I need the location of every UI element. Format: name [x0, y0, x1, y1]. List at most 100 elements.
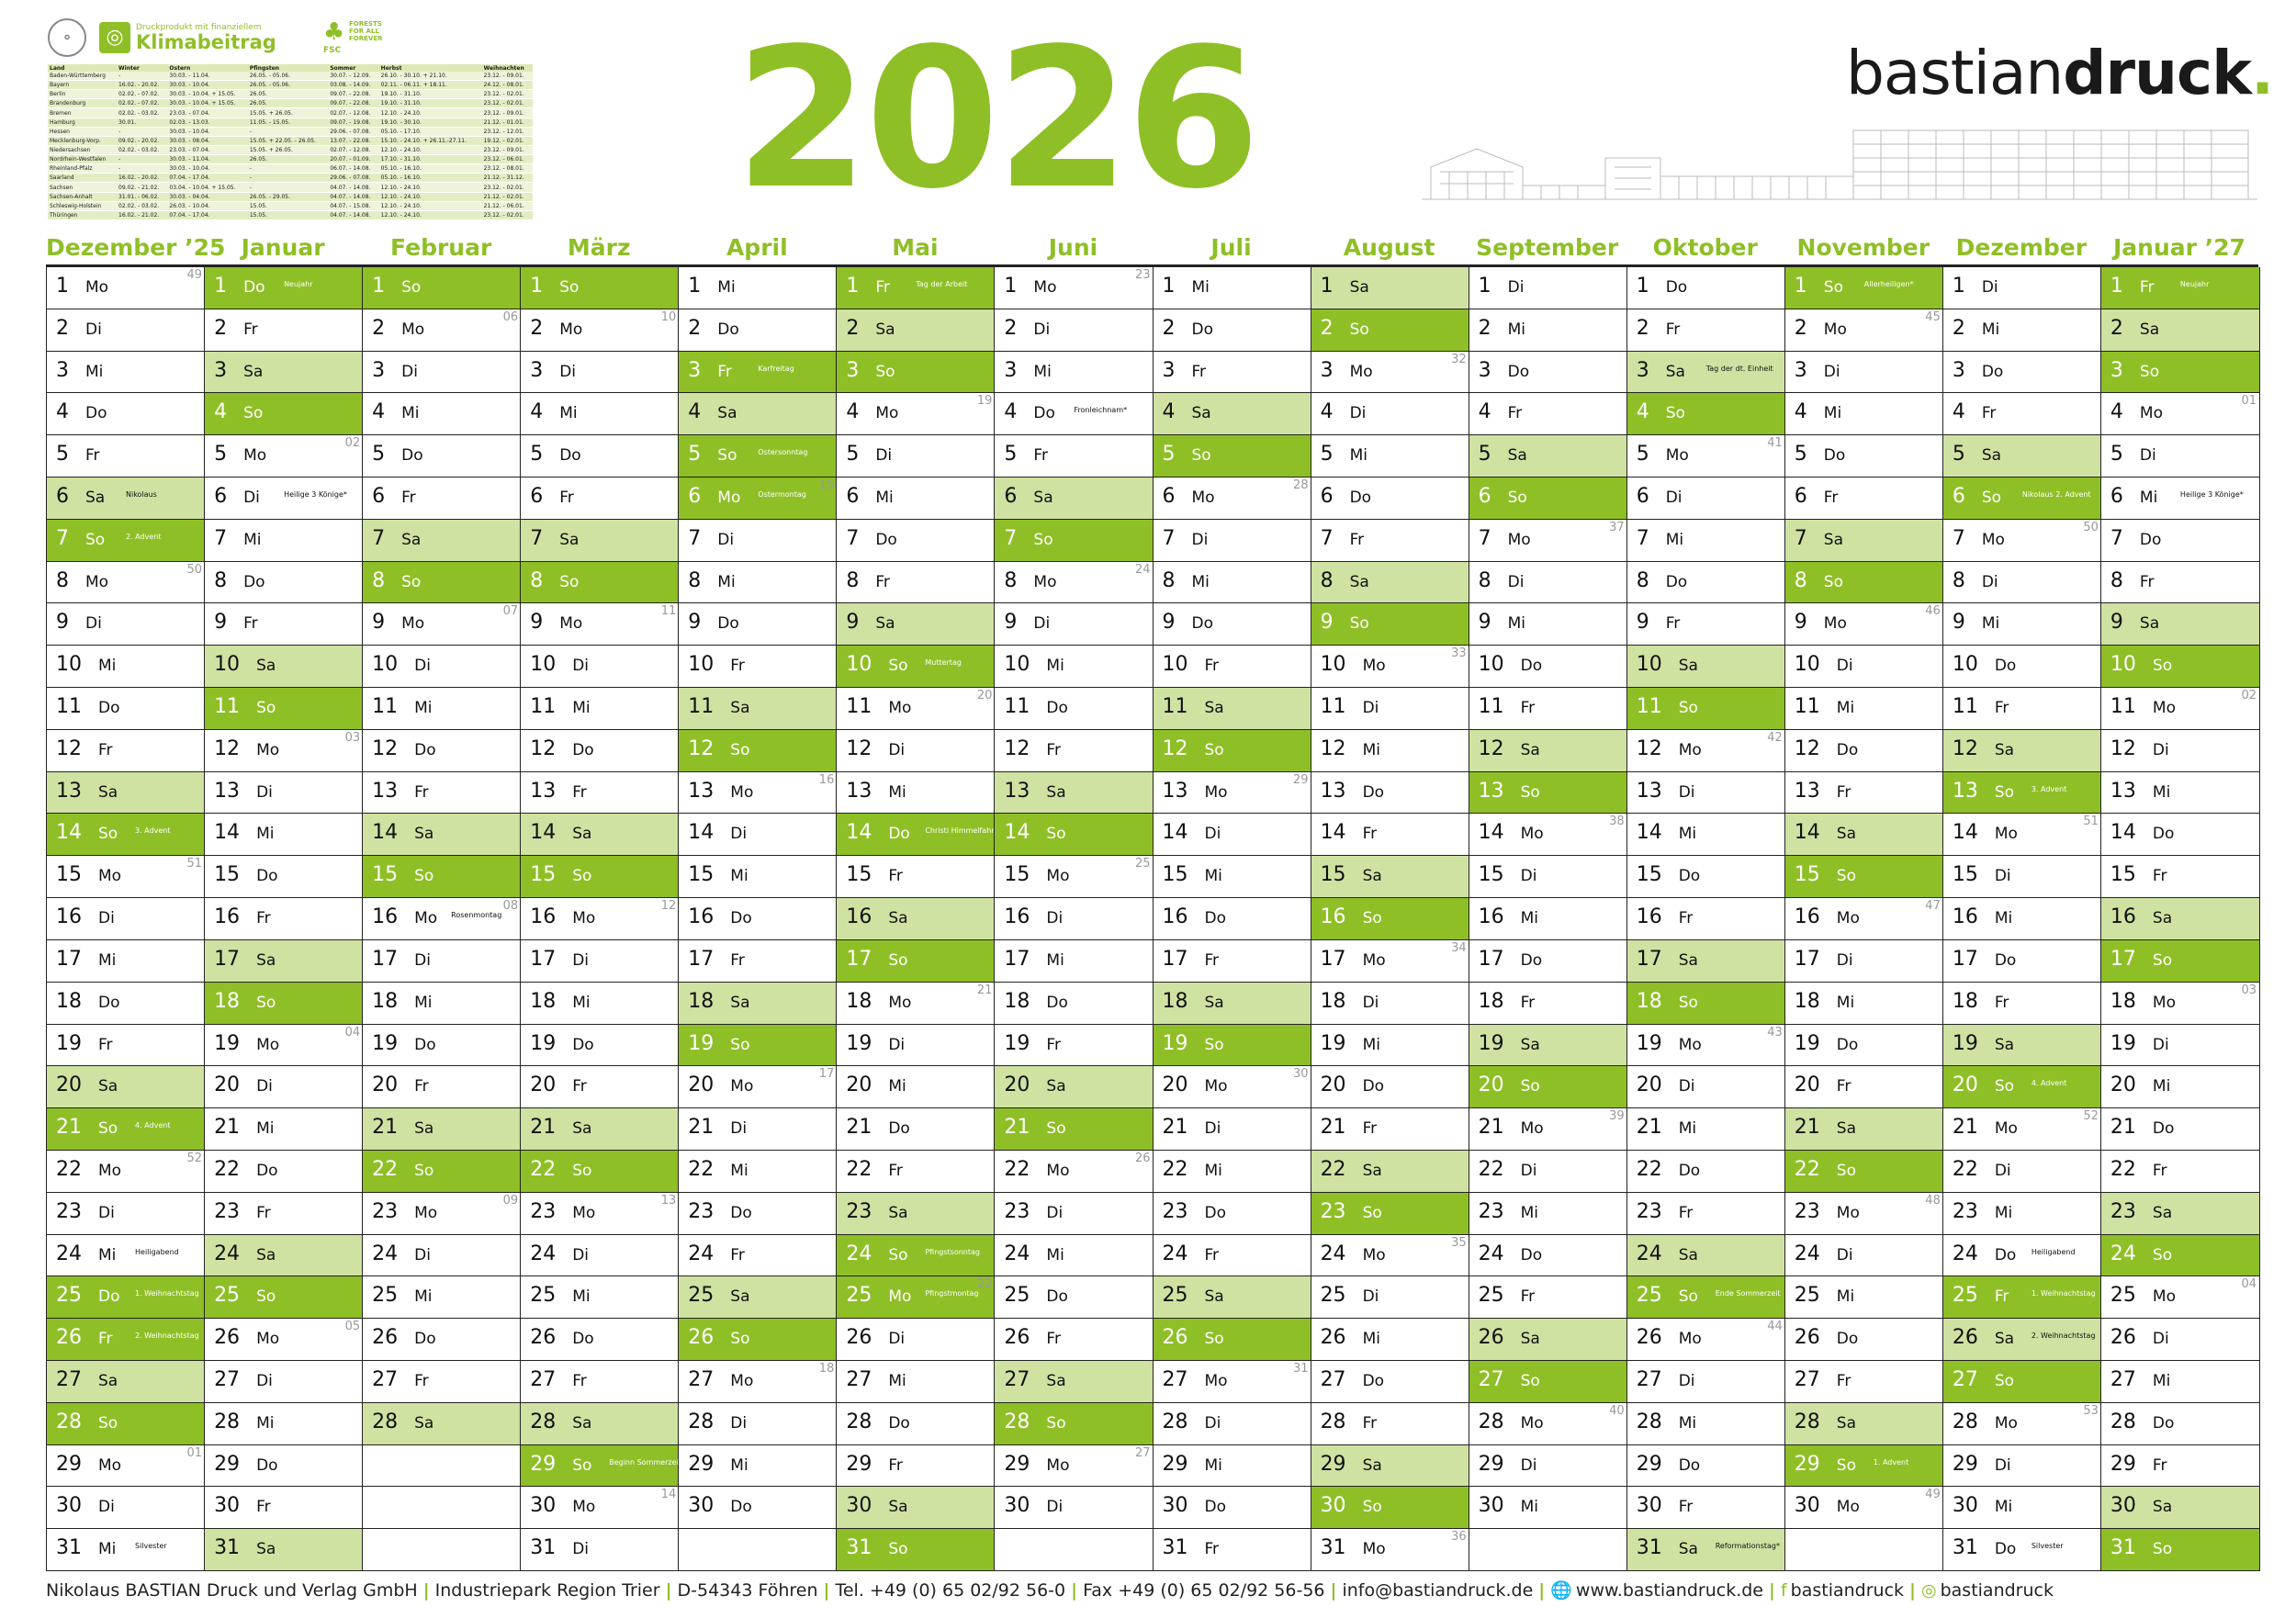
holidays-cell: 26.05. — [247, 89, 329, 100]
day-number: 25 — [1952, 1284, 1978, 1308]
weekday-label: Di — [730, 825, 748, 844]
day-cell: 11 Fr — [1469, 688, 1627, 730]
weekday-label: Mo — [1520, 1413, 1544, 1433]
day-number: 1 — [214, 275, 228, 298]
day-number: 22 — [2110, 1157, 2136, 1181]
weekday-label: Sa — [1033, 489, 1053, 508]
day-cell: 14 Mi — [1626, 814, 1785, 857]
weekday-label: So — [1678, 993, 1698, 1012]
weekday-label: Mo — [1836, 1498, 1860, 1517]
day-cell: 22 Di — [1942, 1151, 2101, 1193]
day-cell: 8 Mi — [1153, 562, 1311, 604]
footer-instagram[interactable]: bastiandruck — [1940, 1580, 2054, 1601]
day-number: 9 — [1004, 611, 1018, 635]
footer-email[interactable]: info@bastiandruck.de — [1342, 1580, 1534, 1601]
day-cell: 3 Sa Tag der dt. Einheit — [1626, 351, 1785, 394]
holidays-cell: Schleswig-Holstein — [48, 201, 118, 211]
day-cell: 6 Di Heilige 3 Könige* — [205, 478, 364, 520]
day-cell: 30 Mi — [1469, 1487, 1627, 1530]
day-number: 25 — [2110, 1284, 2136, 1308]
day-number: 13 — [1320, 779, 1346, 803]
week-number: 35 — [1451, 1235, 1467, 1250]
holidays-cell: 24.12. - 08.01. — [481, 80, 533, 91]
holidays-cell: 23.03. - 07.04. — [167, 107, 248, 118]
day-cell: 6 So — [1469, 478, 1627, 520]
weekday-label: Sa — [1520, 1330, 1540, 1349]
day-number: 5 — [2110, 443, 2123, 466]
weekday-label: Fr — [1823, 489, 1839, 508]
month-column: 1 Mi 2 Do 3 Fr Karfreitag 4 Sa 5 So Ostersonntag 6 Mo… — [678, 267, 838, 1571]
weekday-label: Fr — [888, 1161, 903, 1180]
day-number: 13 — [2110, 779, 2136, 803]
day-number: 19 — [1478, 1031, 1504, 1055]
holidays-cell: 15.05. — [247, 201, 329, 211]
month-header: Juli — [1210, 234, 1252, 261]
weekday-label: So — [1678, 1287, 1698, 1307]
weekday-label: Mi — [730, 867, 748, 886]
day-cell: 27 Mi — [837, 1361, 996, 1403]
weekday-label: Sa — [256, 950, 276, 970]
day-number: 5 — [1004, 443, 1018, 466]
weekday-label: So — [256, 1287, 276, 1307]
weekday-label: Mi — [2152, 1077, 2171, 1096]
weekday-label: Mo — [572, 1203, 596, 1222]
day-number: 2 — [1952, 316, 1965, 340]
day-cell: 19 So — [679, 1024, 838, 1067]
month-column: 1 Mo 49 2 Di 3 Mi 4 Do 5 Fr 6 Sa Nikolaus 7 So 2. Advent… — [46, 267, 206, 1571]
week-number: 20 — [976, 689, 993, 703]
day-number: 18 — [372, 989, 399, 1013]
day-number: 26 — [530, 1326, 557, 1350]
weekday-label: Do — [256, 1455, 278, 1475]
weekday-label: Mi — [2139, 489, 2158, 508]
day-number: 31 — [1636, 1536, 1662, 1560]
weekday-label: So — [1665, 404, 1685, 423]
day-cell: 25 Sa — [1153, 1276, 1311, 1320]
day-number: 14 — [1320, 821, 1346, 845]
weekday-label: Sa — [1994, 1035, 2015, 1054]
weekday-label: So — [730, 740, 750, 759]
footer-facebook[interactable]: bastiandruck — [1790, 1580, 1905, 1601]
holidays-cell: - — [247, 163, 329, 174]
day-number: 27 — [1636, 1367, 1662, 1391]
day-cell: 23 Mo 48 — [1784, 1193, 1943, 1235]
day-number: 28 — [2110, 1410, 2136, 1433]
weekday-label: Fr — [2152, 1161, 2167, 1180]
week-number: 46 — [1925, 604, 1941, 619]
weekday-label: So — [559, 278, 580, 297]
day-cell: 2 Fr — [205, 309, 364, 352]
weekday-label: Sa — [98, 782, 118, 802]
weekday-label: Di — [85, 320, 102, 339]
day-cell: 5 Di — [2100, 435, 2259, 478]
day-number: 4 — [1320, 400, 1334, 424]
weekday-label: Di — [2152, 1035, 2169, 1054]
day-number: 6 — [2110, 485, 2123, 509]
week-number: 47 — [1925, 899, 1941, 914]
day-cell: 12 Do — [521, 730, 680, 772]
weekday-label: Mi — [1994, 909, 2013, 928]
day-cell: 19 Mi — [1311, 1025, 1469, 1067]
weekday-label: Fr — [1349, 530, 1365, 549]
weekday-label: Sa — [1046, 782, 1066, 802]
day-cell: 14 Di — [679, 814, 838, 857]
day-cell: 30 Fr — [205, 1487, 364, 1530]
day-number: 15 — [372, 863, 399, 887]
day-cell: 8 Fr — [2100, 562, 2259, 604]
day-number: 15 — [846, 863, 872, 887]
weekday-label: Mo — [730, 782, 754, 802]
day-cell: 6 So Nikolaus 2. Advent — [1942, 478, 2101, 520]
footer-web[interactable]: www.bastiandruck.de — [1575, 1580, 1763, 1601]
weekday-label: Sa — [1191, 404, 1211, 423]
day-cell: 10 So — [2100, 646, 2259, 689]
day-cell: 22 Fr — [837, 1151, 996, 1193]
day-number: 26 — [1636, 1326, 1662, 1350]
holidays-cell: Nordrhein-Westfalen — [48, 154, 118, 165]
day-cell: 25 So Ende Sommerzeit — [1626, 1276, 1785, 1320]
day-number: 29 — [688, 1452, 715, 1476]
day-number: 21 — [688, 1116, 715, 1140]
day-cell: 2 Mi — [1942, 309, 2101, 352]
holiday-label: Pfingstsonntag — [925, 1247, 980, 1256]
day-cell: 6 Fr — [1784, 478, 1943, 520]
day-number: 18 — [1004, 989, 1030, 1013]
holidays-cell: 30.03. - 08.04. — [167, 136, 248, 146]
day-number: 20 — [846, 1073, 872, 1097]
